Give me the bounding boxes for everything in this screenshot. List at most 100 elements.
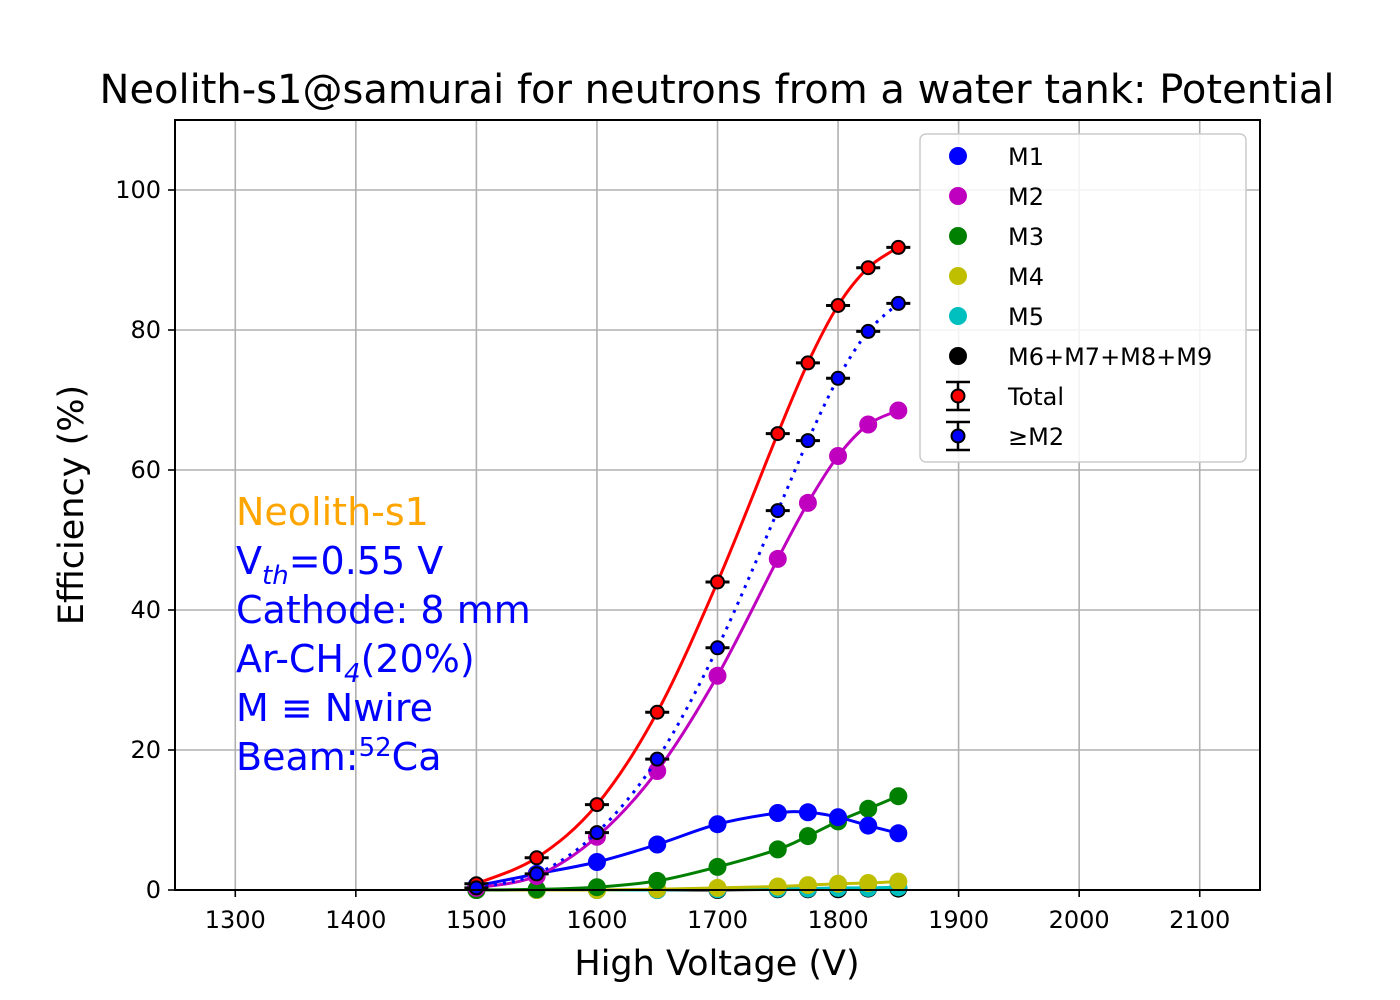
legend: M1 M2 M3 M4 M5 M6+M7+M8+M9 Total ≥M2 [919,133,1247,463]
axes-frame [174,119,1261,891]
legend-label: M4 [1008,263,1044,291]
series-line [475,246,900,886]
chart-title: Neolith-s1@samurai for neutrons from a w… [100,67,1335,113]
data-point [798,827,817,846]
x-tick-label: 1400 [325,906,386,934]
legend-label: M6+M7+M8+M9 [1008,343,1212,371]
data-point [768,549,787,568]
x-tick-label: 1800 [808,906,869,934]
data-point [708,878,727,897]
data-point [649,751,665,767]
legend-label: Total [1007,383,1064,411]
data-point [529,866,545,882]
data-point [860,260,876,276]
data-point [889,824,908,843]
data-point [710,574,725,590]
legend-item-m6-m7-m8-m9: M6+M7+M8+M9 [949,343,1212,371]
legend-label: ≥M2 [1008,423,1064,451]
legend-label: M5 [1008,303,1044,331]
data-point [529,850,545,866]
data-point [829,447,848,465]
x-tick-label: 1700 [687,906,748,934]
y-tick-label: 0 [146,876,161,904]
data-point [859,816,878,835]
y-tick-label: 100 [115,176,161,204]
data-point [890,239,906,255]
legend-item-m1: M1 [949,143,1044,171]
data-point [589,797,605,813]
data-point [768,877,787,896]
data-point [829,874,848,893]
x-tick-label: 1500 [446,906,507,934]
x-tick-label: 1600 [566,906,627,934]
legend-item-m3: M3 [949,223,1044,251]
data-point [798,876,817,895]
annotation-line: Ar-CH4(20%) [236,637,475,689]
data-point [708,666,727,685]
annotation-line: Cathode: 8 mm [236,588,531,632]
data-point [859,415,878,434]
legend-box [919,133,1247,463]
data-point [800,433,816,449]
data-point [468,880,484,896]
data-point [587,878,606,897]
data-point [889,872,908,891]
annotation-line: Vth=0.55 V [236,539,443,591]
data-point [708,815,727,834]
data-point [589,825,605,841]
series-line [476,810,899,888]
data-point [768,804,787,822]
data-point [648,762,667,780]
x-tick-label: 1300 [205,906,266,934]
data-point [798,803,817,822]
legend-item-m5: M5 [949,303,1044,331]
legend-item-m2: M2 [949,183,1044,211]
annotation-line: Neolith-s1 [236,490,429,534]
data-point [798,493,817,512]
data-point [890,295,906,311]
legend-marker [949,347,967,365]
legend-label: M2 [1008,183,1044,211]
annotation-line: M ≡ Nwire [236,686,433,730]
data-point [859,874,878,892]
series-line [476,409,899,890]
y-tick-label: 80 [130,316,161,344]
y-tick-label: 60 [130,456,161,484]
legend-marker [949,147,967,165]
x-tick-label: 2000 [1049,906,1110,934]
data-point [889,401,908,420]
data-point [829,808,848,827]
x-axis-ticks: 1300 1400 1500 1600 1700 1800 1900 2000 2100 [205,890,1230,934]
y-axis-ticks: 0 20 40 60 80 100 [115,176,175,904]
data-point [649,704,665,720]
legend-marker [949,307,967,325]
data-point [648,835,667,854]
series-line [476,794,899,892]
data-point [770,503,786,519]
data-point [859,799,878,818]
legend-marker [950,388,966,404]
data-point [860,323,876,339]
y-axis-label: Efficiency (%) [52,385,92,625]
data-point [770,426,786,442]
annotation-line: Beam:52Ca [236,733,441,779]
data-point [800,355,816,371]
legend-marker [950,428,966,444]
y-tick-label: 20 [130,736,161,764]
data-point [710,640,725,656]
legend-item-total: Total [946,380,1064,412]
data-point [708,857,727,876]
series-line [476,302,900,890]
data-point [768,840,787,859]
y-tick-label: 40 [130,596,161,624]
series-total [464,239,911,892]
legend-item-m4: M4 [949,263,1044,291]
legend-marker [949,187,967,205]
legend-label: M3 [1008,223,1044,251]
plot-area [464,239,911,899]
data-point [889,787,908,806]
x-tick-label: 1900 [928,906,989,934]
legend-marker [949,267,967,285]
